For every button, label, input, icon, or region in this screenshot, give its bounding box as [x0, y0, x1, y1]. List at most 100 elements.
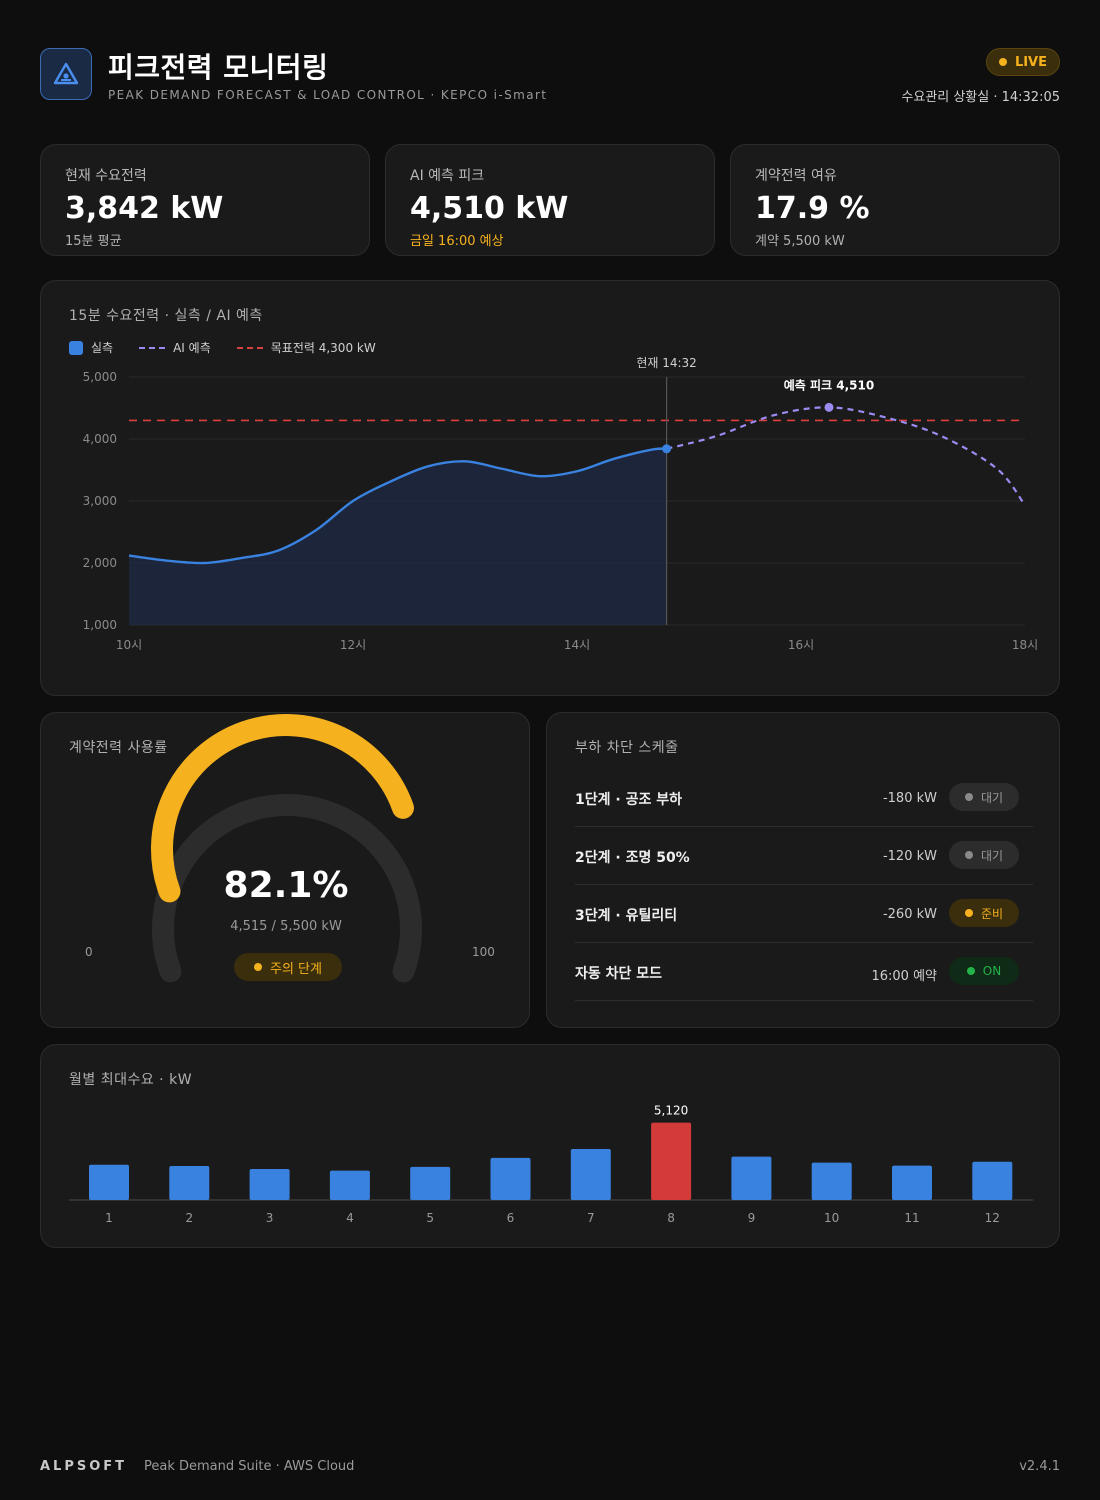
legend-actual[interactable]: 실측 [69, 339, 113, 356]
x-tick-label: 18시 [1012, 638, 1038, 652]
month-tick-label: 5 [426, 1211, 434, 1225]
y-tick-label: 5,000 [83, 370, 117, 384]
schedule-row-stage2[interactable]: 2단계 · 조명 50% -120 kW 대기 [575, 827, 1033, 885]
month-bar [89, 1164, 129, 1200]
schedule-value: 16:00 예약 [871, 969, 937, 984]
live-badge: LIVE [985, 48, 1060, 76]
month-bar [892, 1165, 932, 1200]
control-room-time: 수요관리 상황실 · 14:32:05 [901, 90, 1060, 105]
kpi-label: AI 예측 피크 [410, 168, 485, 184]
status-dot-icon [254, 963, 262, 971]
month-bar [169, 1166, 210, 1200]
month-tick-label: 1 [105, 1211, 113, 1225]
kpi-card-current-demand[interactable]: 현재 수요전력 3,842 kW 15분 평균 [40, 144, 370, 256]
month-tick-label: 12 [985, 1211, 1000, 1225]
actual-series-line [128, 447, 667, 565]
legend-forecast[interactable]: AI 예측 [139, 339, 211, 356]
x-tick-label: 14시 [564, 638, 590, 652]
y-tick-label: 3,000 [83, 494, 117, 508]
kpi-sub: 계약 5,500 kW [755, 234, 845, 249]
month-bar [570, 1149, 611, 1200]
gauge-sub: 4,515 / 5,500 kW [230, 919, 342, 934]
x-tick-label: 12시 [340, 638, 366, 652]
schedule-status-badge[interactable]: 준비 [949, 899, 1019, 927]
y-tick-label: 1,000 [83, 618, 117, 632]
kpi-sub: 15분 평균 [65, 234, 122, 249]
x-tick-label: 16시 [788, 638, 814, 652]
gauge-title: 계약전력 사용률 [69, 740, 168, 756]
schedule-status-badge[interactable]: 대기 [949, 841, 1019, 869]
gauge-status-badge: 주의 단계 [234, 953, 342, 981]
now-label: 현재 14:32 [636, 356, 696, 370]
month-bar [410, 1166, 451, 1200]
month-bar [490, 1157, 531, 1200]
gauge-fill [151, 714, 414, 903]
page-header: 피크전력 모니터링 PEAK DEMAND FORECAST & LOAD CO… [40, 46, 1060, 106]
footer-description: Peak Demand Suite · AWS Cloud [144, 1459, 355, 1474]
kpi-label: 계약전력 여유 [755, 168, 837, 184]
kpi-sub: 금일 16:00 예상 [410, 234, 504, 249]
kpi-value: 17.9 % [755, 191, 870, 226]
schedule-row-stage3[interactable]: 3단계 · 유틸리티 -260 kW 준비 [575, 885, 1033, 943]
usage-gauge-card: 계약전력 사용률 82.1% 4,515 / 5,500 kW 주의 단계 0 … [40, 712, 530, 1028]
month-bar [731, 1156, 772, 1200]
schedule-value: -260 kW [882, 907, 937, 922]
month-bar [249, 1168, 290, 1200]
y-tick-label: 2,000 [83, 556, 117, 570]
legend-forecast-swatch [139, 346, 166, 349]
demand-chart[interactable]: 1,000 2,000 3,000 4,000 5,000 10시 12시 14시 16시 18… [41, 281, 1061, 697]
live-label: LIVE [1014, 54, 1047, 70]
gauge-badge-label: 주의 단계 [270, 961, 322, 977]
page-title: 피크전력 모니터링 [108, 51, 329, 84]
schedule-name: 1단계 · 공조 부하 [575, 792, 682, 808]
gauge-min-label: 0 [85, 945, 93, 959]
footer-brand: ALPSOFT [40, 1459, 128, 1474]
kpi-value: 4,510 kW [410, 191, 569, 226]
month-tick-label: 10 [824, 1211, 839, 1225]
month-bar [329, 1170, 370, 1200]
legend-target[interactable]: 목표전력 4,300 kW [236, 339, 376, 356]
month-bar [811, 1162, 852, 1200]
monthly-title: 월별 최대수요 · kW [69, 1072, 193, 1088]
kpi-label: 현재 수요전력 [65, 168, 147, 184]
load-shedding-schedule-card: 부하 차단 스케줄 1단계 · 공조 부하 -180 kW 대기 2단계 · 조… [546, 712, 1060, 1028]
monthly-peak-card: 월별 최대수요 · kW 1 2 3 4 5 6 7 8 5,120 9 10 11 12 [40, 1044, 1060, 1248]
kpi-card-contract-margin[interactable]: 계약전력 여유 17.9 % 계약 5,500 kW [730, 144, 1060, 256]
schedule-name: 자동 차단 모드 [575, 966, 663, 982]
kpi-card-ai-peak[interactable]: AI 예측 피크 4,510 kW 금일 16:00 예상 [385, 144, 715, 256]
schedule-value: -180 kW [882, 791, 937, 806]
footer-version: v2.4.1 [1019, 1459, 1060, 1474]
status-dot-icon [964, 909, 973, 917]
status-dot-icon [964, 851, 973, 859]
actual-area [129, 448, 667, 625]
month-tick-label: 4 [346, 1211, 354, 1225]
month-tick-label: 9 [748, 1211, 756, 1225]
schedule-row-stage1[interactable]: 1단계 · 공조 부하 -180 kW 대기 [575, 769, 1033, 827]
demand-chart-card: 15분 수요전력 · 실측 / AI 예측 실측 AI 예측 목표전력 4,30… [40, 280, 1060, 696]
chart-legend: 실측 AI 예측 목표전력 4,300 kW [69, 339, 376, 356]
x-tick-label: 10시 [116, 638, 142, 652]
schedule-name: 2단계 · 조명 50% [575, 850, 690, 866]
live-dot-icon [998, 58, 1007, 66]
month-tick-label: 8 [667, 1211, 675, 1225]
now-point [662, 444, 672, 454]
peak-label: 예측 피크 4,510 [784, 377, 874, 392]
month-tick-label: 6 [507, 1211, 515, 1225]
status-dot-icon [964, 793, 973, 801]
schedule-name: 3단계 · 유틸리티 [575, 908, 678, 924]
gauge-value: 82.1% [223, 865, 349, 906]
peak-bar-data-label: 5,120 [654, 1104, 688, 1118]
schedule-status-label: 대기 [980, 848, 1004, 863]
month-tick-label: 2 [185, 1211, 193, 1225]
schedule-row-auto-mode[interactable]: 자동 차단 모드 16:00 예약 ON [575, 943, 1033, 1001]
legend-target-label: 목표전력 4,300 kW [270, 341, 376, 355]
gauge-max-label: 100 [472, 945, 495, 959]
auto-mode-toggle[interactable]: ON [949, 957, 1019, 985]
schedule-value: -120 kW [882, 849, 937, 864]
status-dot-icon [966, 967, 975, 975]
month-tick-label: 11 [904, 1211, 919, 1225]
schedule-status-badge[interactable]: 대기 [949, 783, 1019, 811]
usage-gauge [151, 714, 422, 983]
warning-triangle-icon [53, 62, 79, 85]
